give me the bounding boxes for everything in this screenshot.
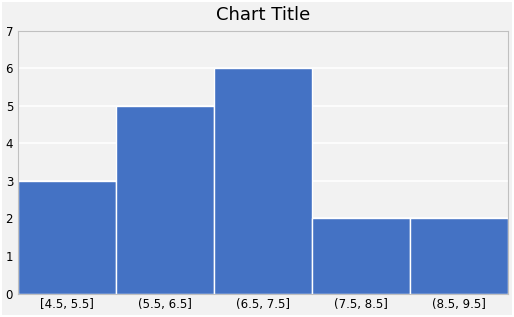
Bar [214, 68, 312, 294]
Title: Chart Title: Chart Title [216, 6, 310, 23]
Bar [116, 106, 214, 294]
Bar [312, 218, 410, 294]
Bar [410, 218, 508, 294]
Bar [18, 181, 116, 294]
